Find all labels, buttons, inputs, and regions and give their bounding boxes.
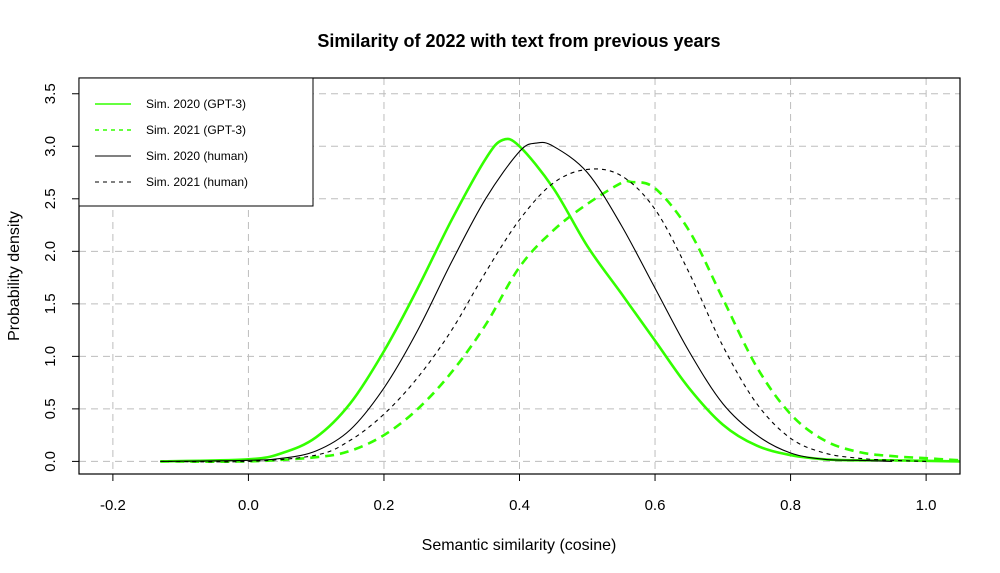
y-tick-label: 1.0 xyxy=(42,346,59,367)
legend: Sim. 2020 (GPT-3) Sim. 2021 (GPT-3) Sim. 2… xyxy=(78,77,314,207)
x-tick-label: 1.0 xyxy=(916,497,937,514)
legend-label: Sim. 2021 (human) xyxy=(146,175,248,189)
y-axis-label: Probability density xyxy=(6,211,23,341)
legend-box xyxy=(78,77,314,207)
x-tick-label: -0.2 xyxy=(100,497,126,514)
series-line-2 xyxy=(160,141,893,462)
y-tick-label: 0.0 xyxy=(42,451,59,472)
y-tick-label: 2.0 xyxy=(42,241,59,262)
legend-label: Sim. 2021 (GPT-3) xyxy=(146,123,246,137)
y-axis: 0.0 0.5 1.0 1.5 2.0 2.5 3.0 3.5 xyxy=(42,83,79,472)
y-tick-label: 0.5 xyxy=(42,398,59,419)
series-line-3 xyxy=(160,168,927,463)
x-tick-label: 0.4 xyxy=(509,497,530,514)
y-tick-label: 3.5 xyxy=(42,83,59,104)
x-tick-label: 0.8 xyxy=(780,497,801,514)
series-layer xyxy=(160,137,961,464)
y-tick-label: 3.0 xyxy=(42,136,59,157)
legend-label: Sim. 2020 (GPT-3) xyxy=(146,97,246,111)
x-tick-label: 0.2 xyxy=(374,497,395,514)
x-axis: -0.2 0.0 0.2 0.4 0.6 0.8 1.0 xyxy=(100,474,937,514)
chart-title: Similarity of 2022 with text from previo… xyxy=(317,31,720,51)
x-tick-label: 0.0 xyxy=(238,497,259,514)
y-tick-label: 2.5 xyxy=(42,188,59,209)
y-tick-label: 1.5 xyxy=(42,293,59,314)
x-tick-label: 0.6 xyxy=(645,497,666,514)
series-line-1 xyxy=(160,179,961,464)
legend-label: Sim. 2020 (human) xyxy=(146,149,248,163)
x-axis-label: Semantic similarity (cosine) xyxy=(422,537,617,554)
